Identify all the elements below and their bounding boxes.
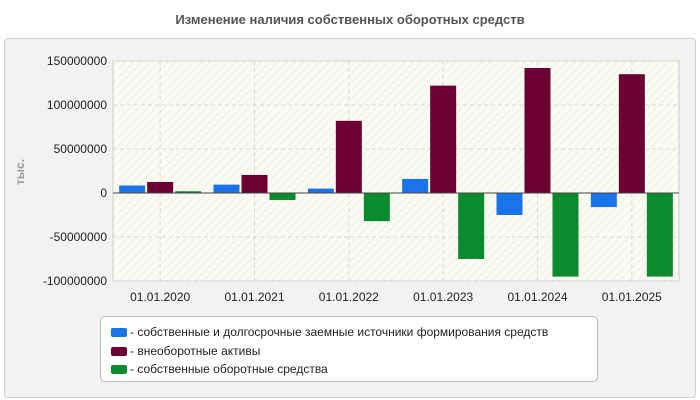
bar-noncurrent-assets-01.01.2025 (618, 74, 645, 193)
bars (119, 68, 673, 277)
plot-area (112, 60, 680, 282)
legend-label-working-capital: - собственные оборотные средства (130, 362, 328, 376)
x-tick-label: 01.01.2025 (602, 290, 662, 304)
bar-noncurrent-assets-01.01.2021 (241, 174, 268, 193)
legend-label-noncurrent-assets: - внеоборотные активы (130, 344, 261, 358)
legend-item-noncurrent-assets[interactable]: - внеоборотные активы (111, 342, 260, 360)
chart-legend: - собственные и долгосрочные заемные ист… (100, 316, 598, 382)
bar-sources-01.01.2020 (119, 185, 146, 193)
bar-working-capital-01.01.2021 (269, 193, 296, 201)
chart-title: Изменение наличия собственных оборотных … (175, 12, 525, 27)
legend-swatch-sources (111, 327, 127, 337)
legend-item-sources[interactable]: - собственные и долгосрочные заемные ист… (111, 323, 548, 341)
bar-noncurrent-assets-01.01.2023 (430, 85, 457, 193)
bar-noncurrent-assets-01.01.2022 (335, 120, 362, 193)
y-tick-label: 150000000 (47, 54, 107, 68)
y-tick-label: -50000000 (50, 230, 108, 244)
x-tick-label: 01.01.2021 (224, 290, 284, 304)
bar-working-capital-01.01.2023 (458, 193, 485, 259)
y-axis-ticks: 150000000 100000000 50000000 0 -50000000 -100… (43, 54, 107, 288)
x-axis-labels: 01.01.2020 01.01.2021 01.01.2022 01.01.2023… (130, 290, 662, 304)
x-tick-label: 01.01.2024 (507, 290, 567, 304)
legend-swatch-noncurrent-assets (111, 346, 127, 356)
legend-item-working-capital[interactable]: - собственные оборотные средства (111, 360, 328, 378)
bar-noncurrent-assets-01.01.2020 (147, 182, 174, 193)
legend-label-sources: - собственные и долгосрочные заемные ист… (130, 325, 549, 339)
bar-working-capital-01.01.2020 (175, 191, 202, 193)
x-tick-label: 01.01.2022 (319, 290, 379, 304)
bar-sources-01.01.2023 (402, 178, 429, 193)
bar-sources-01.01.2025 (590, 193, 617, 208)
bar-working-capital-01.01.2022 (363, 193, 390, 222)
y-tick-label: 50000000 (54, 142, 108, 156)
y-tick-label: -100000000 (43, 274, 107, 288)
y-axis-label: тыс. (13, 159, 27, 185)
y-tick-label: 100000000 (47, 98, 107, 112)
bar-working-capital-01.01.2024 (552, 193, 579, 277)
y-tick-label: 0 (100, 186, 107, 200)
bar-sources-01.01.2021 (213, 184, 240, 193)
bar-working-capital-01.01.2025 (646, 193, 673, 277)
bar-noncurrent-assets-01.01.2024 (524, 68, 551, 193)
bar-sources-01.01.2024 (496, 193, 523, 215)
x-tick-label: 01.01.2023 (413, 290, 473, 304)
legend-swatch-working-capital (111, 364, 127, 374)
bar-sources-01.01.2022 (307, 188, 334, 193)
x-tick-label: 01.01.2020 (130, 290, 190, 304)
